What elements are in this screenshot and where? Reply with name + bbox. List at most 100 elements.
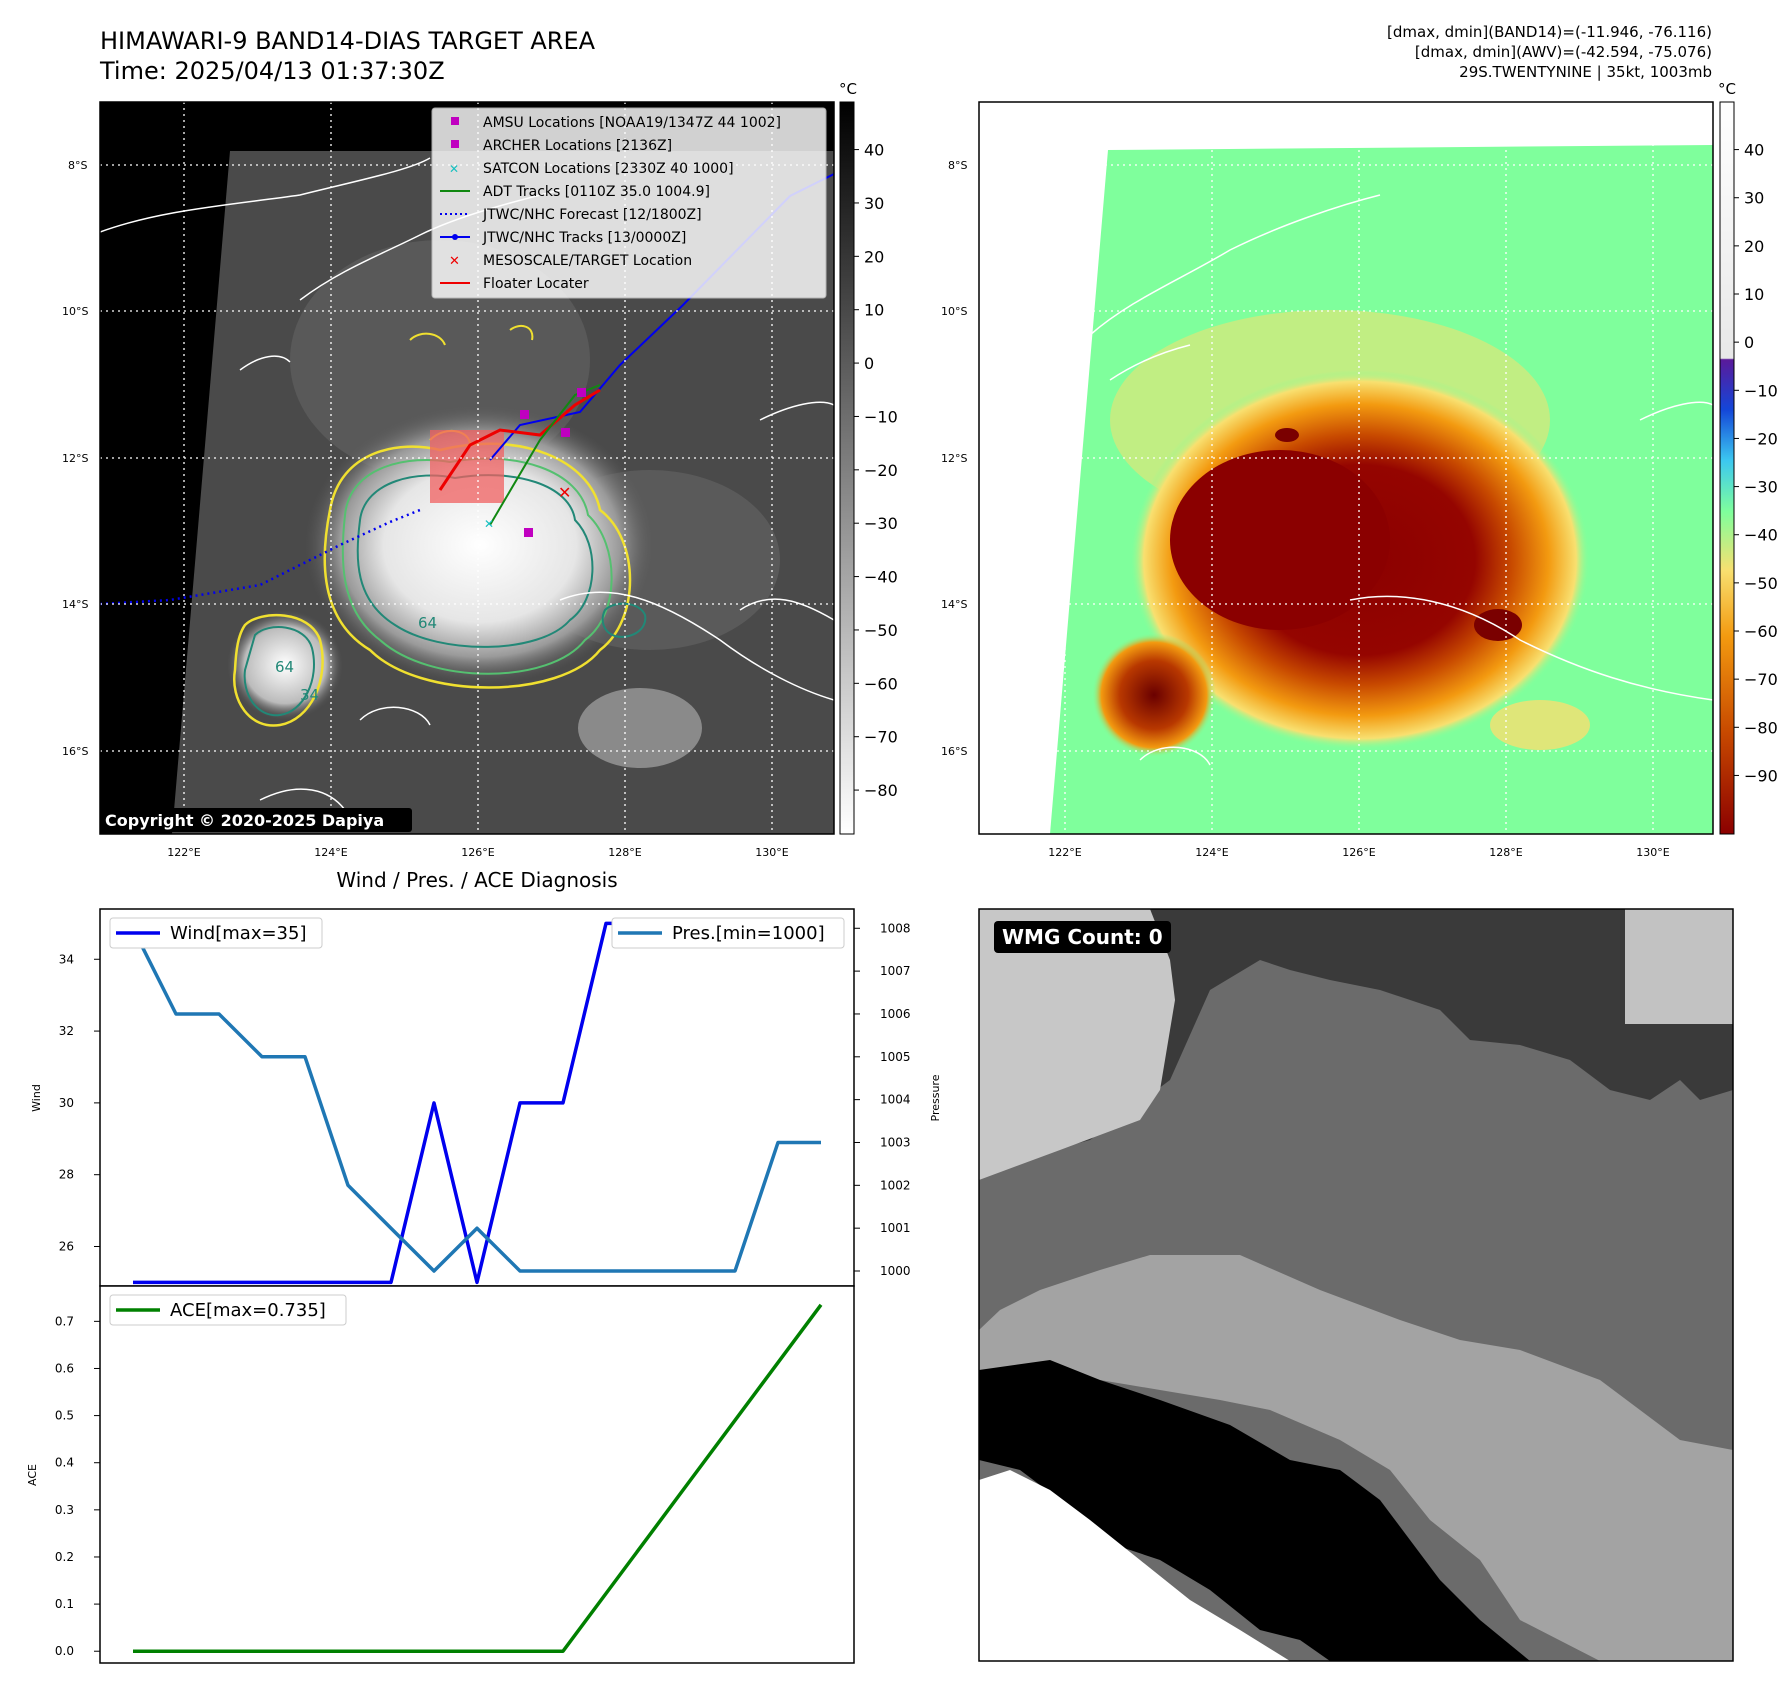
pressure-y-tick-label: 1008 [880, 921, 911, 935]
ir-contour-eastcell [601, 602, 647, 638]
legend-marker-tracks-dot [452, 234, 458, 240]
ir-storm-core [305, 405, 655, 685]
ir-cbar-tick-label: 20 [864, 247, 884, 266]
ace-y-tick-label: 0.4 [55, 1456, 74, 1470]
wmg-frame [978, 908, 1734, 1662]
contour-label-64: 64 [418, 614, 437, 632]
contour-label-34: 34 [300, 686, 319, 704]
awv-lon-ticks: 122°E 124°E 126°E 128°E 130°E [1048, 846, 1669, 859]
legend-floater: Floater Locater [483, 276, 589, 292]
pressure-series-line [131, 927, 821, 1273]
awv-north-cell [1275, 428, 1299, 442]
awv-cbar-tick-label: −80 [1744, 718, 1778, 737]
stats-awv: [dmax, dmin](AWV)=(-42.594, -75.076) [1414, 43, 1712, 61]
ir-lat-ticks: 8°S 10°S 12°S 14°S 16°S [62, 159, 88, 758]
wind-y-tick-label: 30 [59, 1096, 74, 1110]
archer-marker-3 [577, 388, 586, 397]
floater-track [438, 388, 601, 491]
stats-band14: [dmax, dmin](BAND14)=(-11.946, -76.116) [1387, 23, 1712, 41]
legend-marker-amsu [451, 117, 459, 125]
wmg-count-box [994, 921, 1171, 953]
copyright-box [100, 808, 412, 832]
wind-y-tick-label: 26 [59, 1240, 74, 1254]
awv-colorbar-ticks: 40 30 20 10 0 −10 −20 −30 −40 −50 −60 −70 −80 −90 [1734, 141, 1778, 785]
awv-south-cell [1490, 700, 1590, 750]
ace-y-tick-label: 0.5 [55, 1409, 74, 1423]
archer-marker-1 [524, 528, 533, 537]
ace-y-ticks: 0.0 0.1 0.2 0.3 0.4 0.5 0.6 0.7 [55, 1314, 100, 1658]
awv-cbar-tick-label: −20 [1744, 429, 1778, 448]
wmg-mid-zone [979, 1255, 1733, 1661]
awv-map-panel: 8°S 10°S 12°S 14°S 16°S 122°E 124°E 126°… [941, 80, 1778, 859]
ace-legend-box [109, 1294, 347, 1326]
wmg-panel: WMG Count: 0 [978, 908, 1734, 1662]
archer-marker-2 [561, 428, 570, 437]
awv-cbar-tick-label: −60 [1744, 622, 1778, 641]
awv-lon-tick-128: 128°E [1489, 846, 1522, 859]
awv-lon-tick-126: 126°E [1342, 846, 1375, 859]
wind-pressure-axes [99, 908, 855, 1287]
ir-lon-tick-122: 122°E [167, 846, 200, 859]
awv-lon-tick-124: 124°E [1195, 846, 1228, 859]
awv-cbar-tick-label: 20 [1744, 237, 1764, 256]
wmg-light-zone-west [979, 909, 1175, 1180]
ir-cbar-tick-label: −40 [864, 568, 898, 587]
wind-y-ticks: 26 28 30 32 34 [59, 952, 100, 1254]
ace-y-tick-label: 0.6 [55, 1361, 74, 1375]
legend-marker-archer [451, 140, 459, 148]
legend-archer: ARCHER Locations [2136Z] [483, 138, 672, 154]
stats-header: [dmax, dmin](BAND14)=(-11.946, -76.116) … [1387, 22, 1712, 82]
ir-cbar-tick-label: −20 [864, 461, 898, 480]
ir-lon-tick-124: 124°E [314, 846, 347, 859]
ir-cell-south [578, 688, 702, 768]
storm-info: 29S.TWENTYNINE | 35kt, 1003mb [1459, 63, 1712, 81]
ir-secondary-cell [227, 610, 343, 720]
awv-lat-tick-12s: 12°S [941, 452, 967, 465]
amsu-marker [520, 410, 529, 419]
pressure-y-tick-label: 1002 [880, 1178, 911, 1192]
ir-lon-tick-126: 126°E [461, 846, 494, 859]
diagnosis-panel: Wind / Pres. / ACE Diagnosis Wind Pressu… [26, 868, 942, 1664]
ace-y-tick-label: 0.1 [55, 1597, 74, 1611]
awv-cbar-tick-label: −30 [1744, 478, 1778, 497]
ir-colorbar-unit: °C [839, 80, 857, 98]
awv-coastlines [1089, 194, 1713, 766]
ir-contour-yellow-small [232, 614, 324, 727]
ace-axis-label: ACE [26, 1464, 39, 1486]
pressure-y-tick-label: 1006 [880, 1007, 911, 1021]
satcon-marker: ✕ [484, 517, 494, 531]
floater-box [430, 430, 504, 503]
legend-satcon: SATCON Locations [2330Z 40 1000] [483, 161, 734, 177]
figure-title: HIMAWARI-9 BAND14-DIAS TARGET AREA Time:… [100, 26, 595, 86]
pressure-y-tick-label: 1007 [880, 964, 911, 978]
awv-cbar-tick-label: −70 [1744, 670, 1778, 689]
ir-lat-tick-10s: 10°S [62, 305, 88, 318]
legend-target: MESOSCALE/TARGET Location [483, 253, 692, 269]
awv-cbar-tick-label: 30 [1744, 189, 1764, 208]
pressure-y-tick-label: 1001 [880, 1221, 911, 1235]
ir-lat-tick-8s: 8°S [68, 159, 87, 172]
awv-lat-tick-16s: 16°S [941, 745, 967, 758]
ace-y-tick-label: 0.0 [55, 1644, 74, 1658]
ir-cbar-tick-label: 30 [864, 194, 884, 213]
copyright-text: Copyright © 2020-2025 Dapiya [105, 811, 384, 830]
awv-gridlines [979, 102, 1713, 834]
ace-y-tick-label: 0.3 [55, 1503, 74, 1517]
ir-map-frame [99, 101, 835, 835]
ace-axes [99, 1285, 855, 1664]
ir-cbar-tick-label: 40 [864, 141, 884, 160]
pressure-y-tick-label: 1005 [880, 1050, 911, 1064]
ace-legend-label: ACE[max=0.735] [170, 1300, 326, 1321]
ir-cbar-tick-label: 0 [864, 354, 874, 373]
awv-colorbar-unit: °C [1718, 80, 1736, 98]
awv-cbar-tick-label: 0 [1744, 333, 1754, 352]
ace-y-tick-label: 0.2 [55, 1550, 74, 1564]
awv-lon-tick-130: 130°E [1636, 846, 1669, 859]
ir-colorbar-ticks: 40 30 20 10 0 −10 −20 −30 −40 −50 −60 −70 −80 [854, 141, 898, 800]
diagnosis-title: Wind / Pres. / ACE Diagnosis [336, 868, 617, 892]
ir-lon-tick-130: 130°E [755, 846, 788, 859]
ir-lat-tick-16s: 16°S [62, 745, 88, 758]
title-line-1: HIMAWARI-9 BAND14-DIAS TARGET AREA [100, 27, 596, 55]
awv-cbar-tick-label: −50 [1744, 574, 1778, 593]
